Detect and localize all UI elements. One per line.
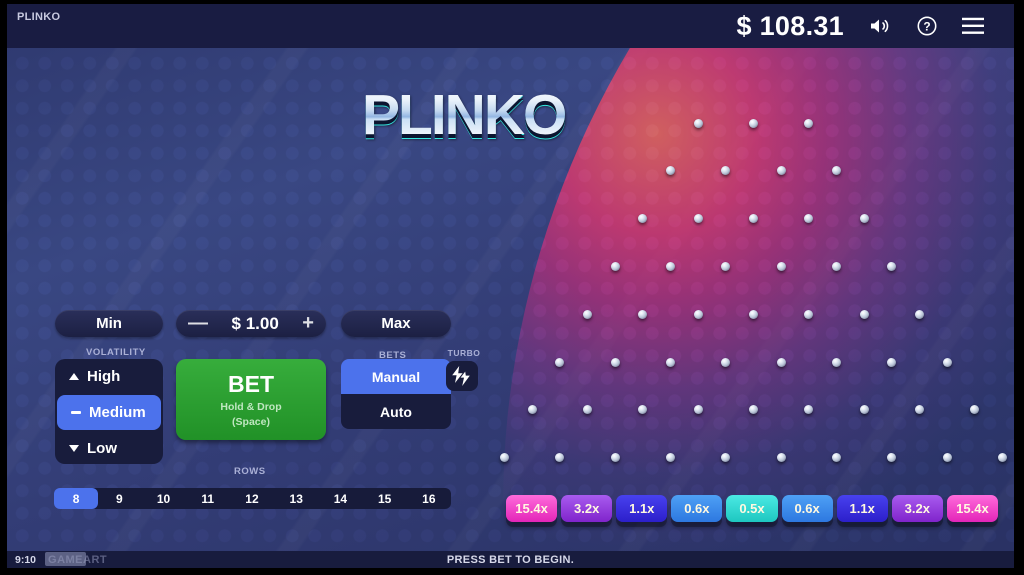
svg-text:?: ? xyxy=(923,20,930,34)
